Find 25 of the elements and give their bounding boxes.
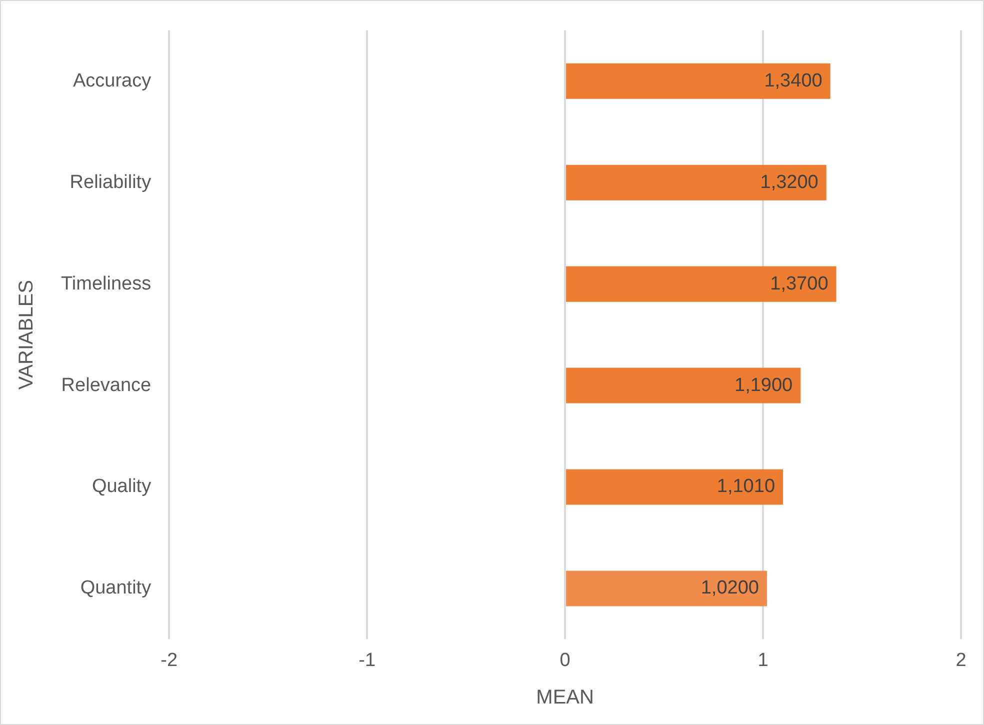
y-tick-label: Relevance (61, 374, 152, 396)
data-label: 1,0200 (700, 578, 759, 599)
x-tick-label: 1 (758, 650, 768, 671)
bar (566, 368, 801, 404)
x-tick-label: 0 (560, 650, 570, 671)
y-tick-label: Timeliness (61, 273, 152, 294)
bar (566, 164, 826, 200)
bar (566, 469, 784, 505)
x-tick-label: -1 (358, 650, 376, 671)
data-label: 1,1900 (734, 374, 793, 396)
data-label: 1,3200 (760, 172, 818, 193)
y-axis-title: VARIABLES (16, 280, 38, 390)
x-axis-title: MEAN (536, 686, 594, 709)
y-tick-label: Accuracy (72, 70, 152, 92)
x-tick-label: 2 (956, 650, 966, 671)
data-label: 1,1010 (716, 476, 776, 498)
bar (566, 266, 836, 302)
y-tick-label: Reliability (70, 172, 152, 193)
data-label: 1,3400 (764, 70, 822, 92)
y-tick-label: Quantity (80, 578, 152, 599)
y-tick-label: Quality (92, 476, 152, 498)
x-tick-label: -2 (160, 650, 178, 671)
bar (566, 570, 767, 606)
data-label: 1,3700 (770, 273, 828, 294)
bar (566, 63, 830, 99)
